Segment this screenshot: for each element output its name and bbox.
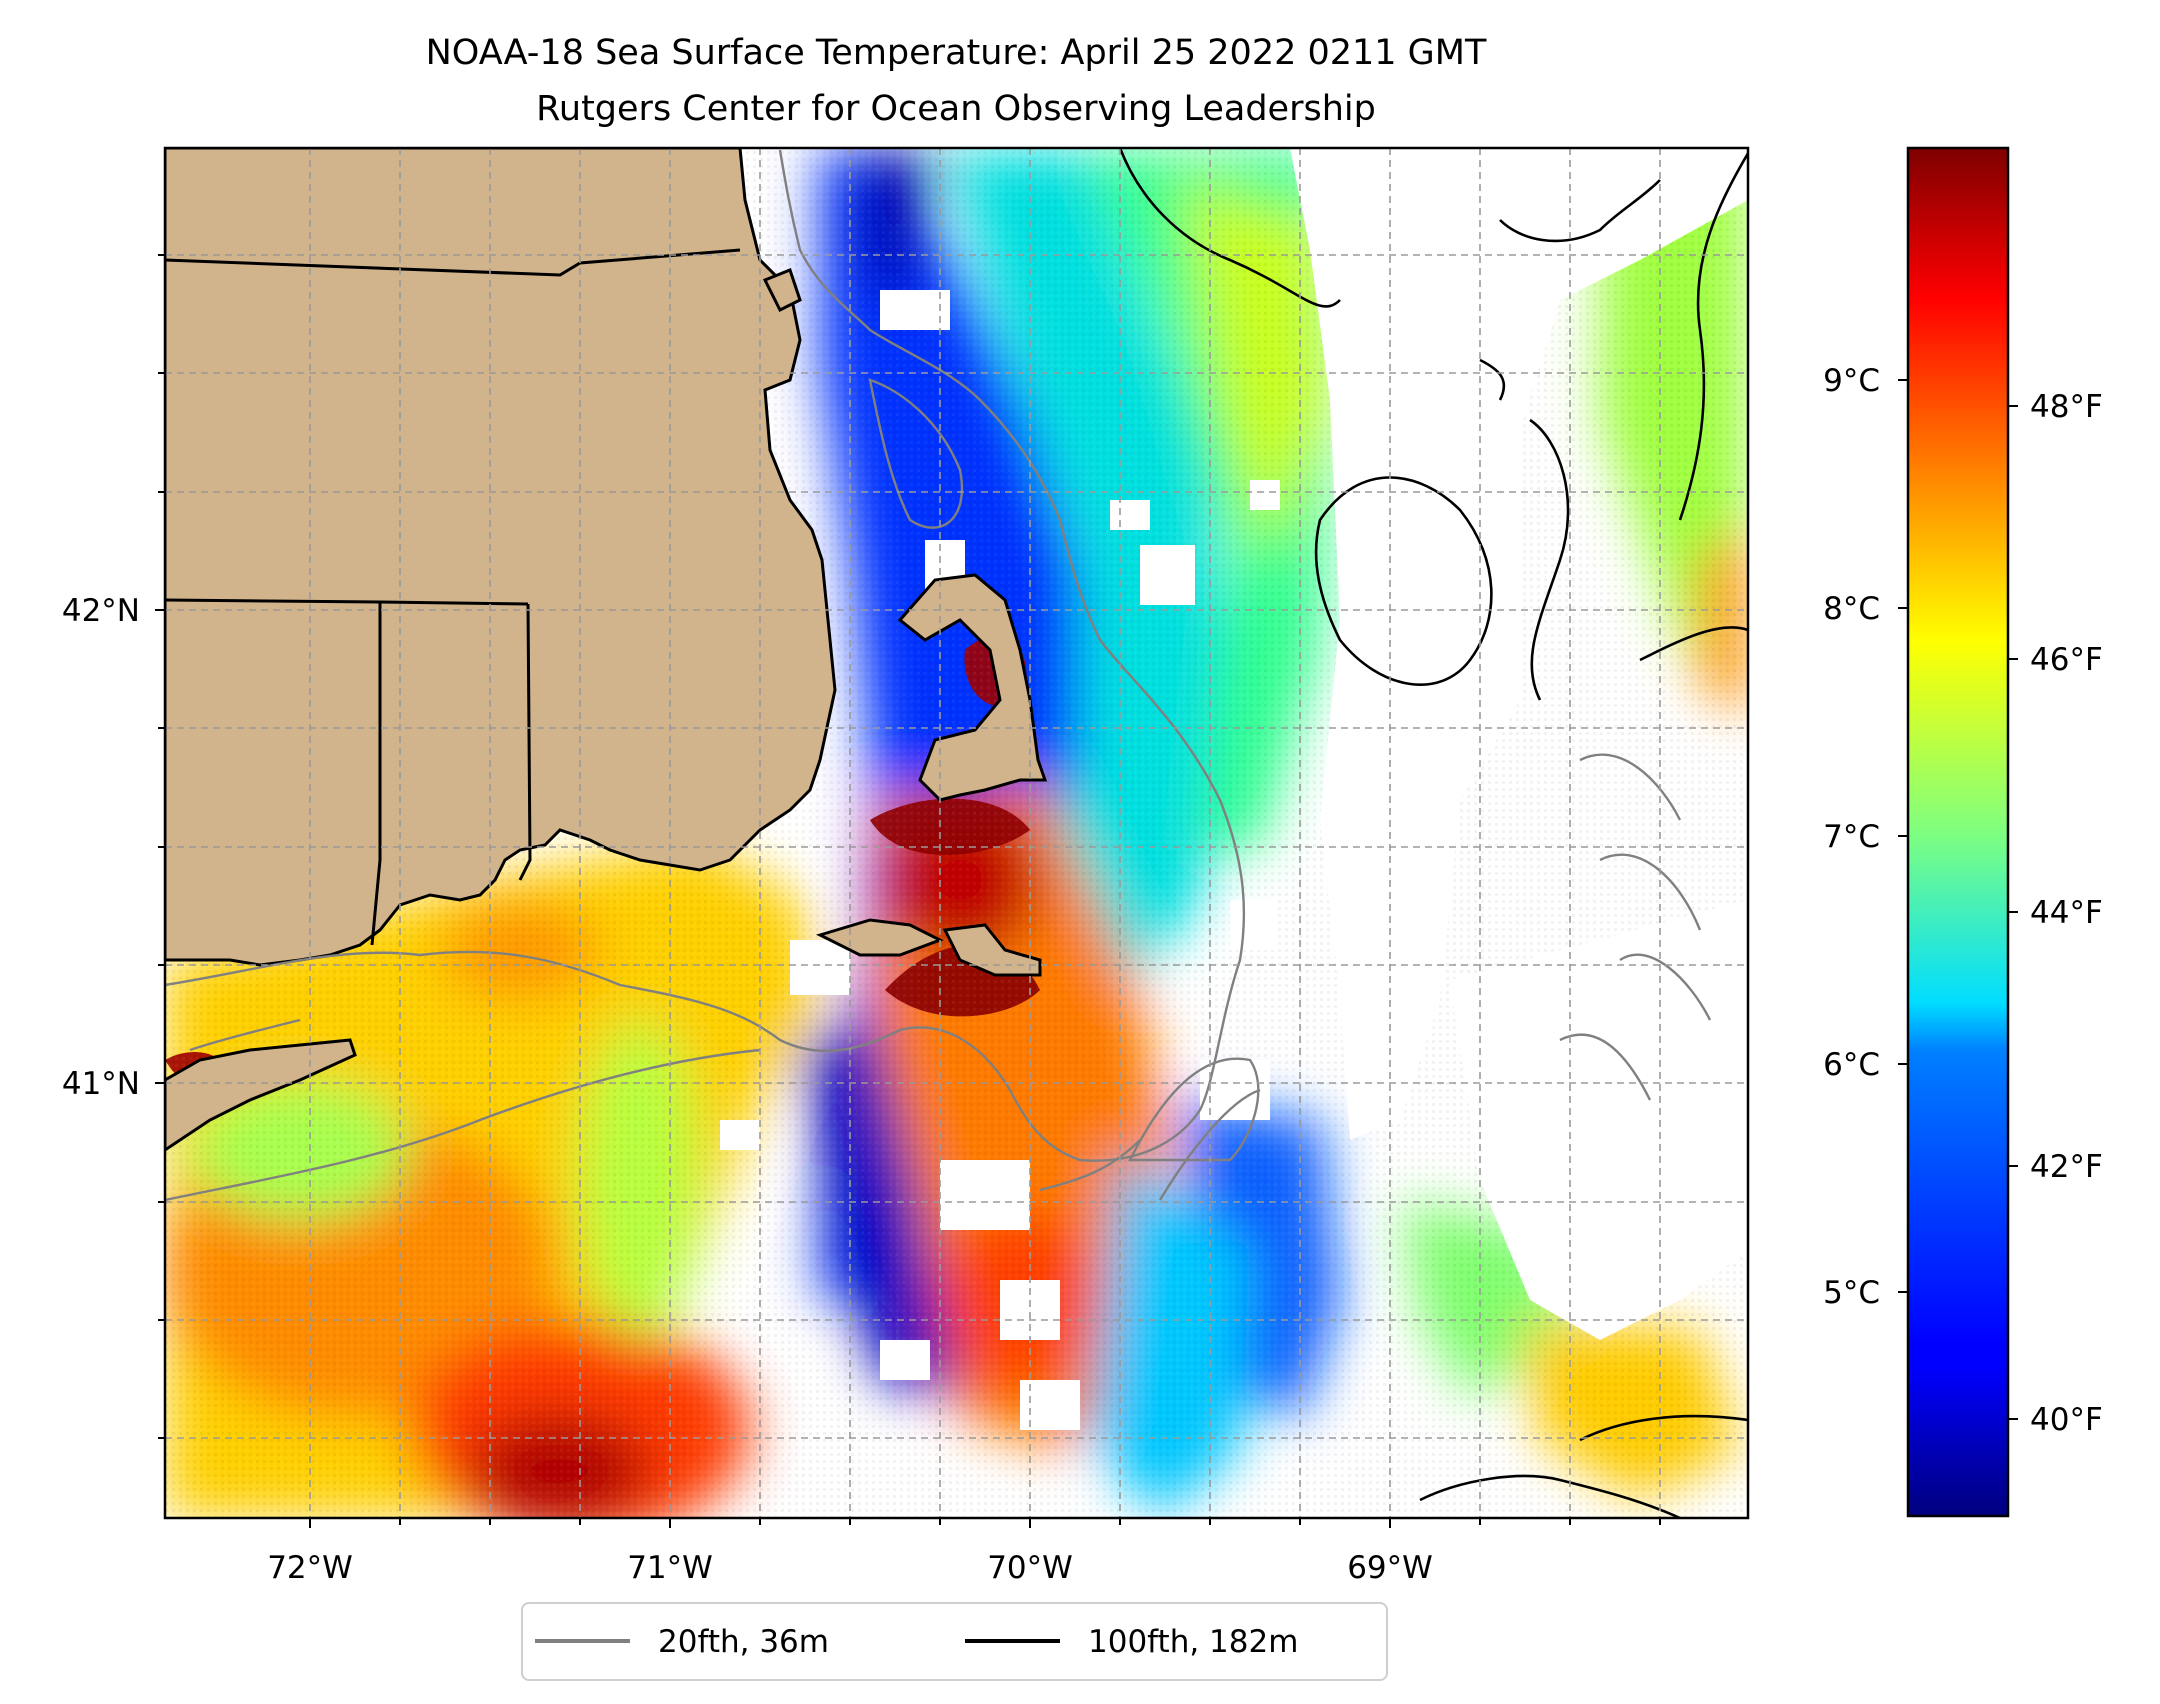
land-long-island — [165, 1038, 357, 1152]
celsius-label: 5°C — [1823, 1275, 1880, 1311]
fahrenheit-label: 48°F — [2030, 389, 2103, 425]
map-title-line2: Rutgers Center for Ocean Observing Leade… — [536, 89, 1376, 129]
map-panel — [165, 148, 1748, 1518]
longitude-labels: 72°W 71°W 70°W 69°W — [267, 1550, 1433, 1586]
fahrenheit-label: 46°F — [2030, 642, 2103, 678]
depth-contours-100fth — [1118, 148, 1748, 1518]
gridlines — [165, 148, 1748, 1518]
celsius-label: 7°C — [1823, 819, 1880, 855]
legend-label-20fth: 20fth, 36m — [658, 1624, 829, 1660]
fahrenheit-label: 40°F — [2030, 1402, 2103, 1438]
fahrenheit-label: 44°F — [2030, 895, 2103, 931]
latitude-labels: 42°N 41°N — [62, 593, 140, 1102]
colorbar-celsius-ticks — [1898, 379, 1908, 1293]
colorbar-gradient — [1906, 146, 2010, 1518]
colorbar-celsius-labels: 9°C 8°C 7°C 6°C 5°C — [1823, 363, 1880, 1311]
lon-label: 71°W — [627, 1550, 713, 1586]
land-nantucket — [942, 923, 1042, 977]
celsius-label: 9°C — [1823, 363, 1880, 399]
state-boundaries — [165, 248, 741, 946]
fahrenheit-label: 42°F — [2030, 1149, 2103, 1185]
legend-label-100fth: 100fth, 182m — [1088, 1624, 1298, 1660]
colorbar: 9°C 8°C 7°C 6°C 5°C 48°F 46°F 44°F 42°F … — [1823, 146, 2103, 1518]
legend: 20fth, 36m 100fth, 182m — [521, 1602, 1388, 1681]
lat-label: 42°N — [62, 593, 140, 629]
map-frame — [163, 146, 1750, 1520]
lon-label: 69°W — [1347, 1550, 1433, 1586]
land-cape-ann — [762, 268, 802, 313]
lat-label: 41°N — [62, 1066, 140, 1102]
land — [165, 148, 1048, 1152]
legend-box — [521, 1602, 1388, 1681]
celsius-label: 6°C — [1823, 1047, 1880, 1083]
lon-label: 72°W — [267, 1550, 353, 1586]
depth-contours-20fth — [165, 149, 1712, 1202]
colorbar-fahrenheit-labels: 48°F 46°F 44°F 42°F 40°F — [2030, 389, 2103, 1438]
colorbar-fahrenheit-ticks — [2008, 405, 2018, 1420]
map-title-line1: NOAA-18 Sea Surface Temperature: April 2… — [426, 33, 1487, 73]
lon-label: 70°W — [987, 1550, 1073, 1586]
land-cape-cod — [897, 573, 1048, 802]
land-new-england — [165, 148, 837, 967]
celsius-label: 8°C — [1823, 591, 1880, 627]
tick-marks — [155, 254, 1661, 1528]
